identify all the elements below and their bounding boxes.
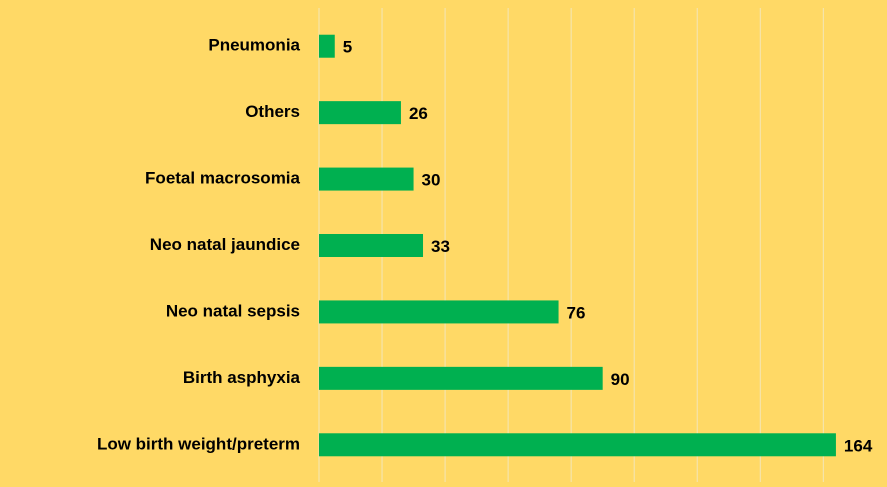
bar — [319, 101, 401, 125]
bar — [319, 34, 335, 58]
y-tick-label: Foetal macrosomia — [145, 169, 300, 188]
y-tick-label: Birth asphyxia — [183, 368, 301, 387]
data-label: 5 — [343, 38, 352, 57]
data-label: 164 — [844, 436, 873, 455]
bar — [319, 167, 414, 191]
y-tick-label: Others — [245, 102, 300, 121]
y-tick-label: Low birth weight/preterm — [97, 434, 300, 453]
data-label: 76 — [567, 303, 586, 322]
y-tick-label: Neo natal sepsis — [166, 301, 300, 320]
bar — [319, 433, 836, 457]
y-tick-label: Pneumonia — [208, 36, 300, 55]
data-label: 90 — [611, 370, 630, 389]
y-tick-label: Neo natal jaundice — [150, 235, 300, 254]
data-label: 26 — [409, 104, 428, 123]
bar — [319, 366, 603, 390]
bar — [319, 300, 559, 324]
data-label: 33 — [431, 237, 450, 256]
bar — [319, 234, 424, 257]
data-label: 30 — [422, 171, 441, 190]
